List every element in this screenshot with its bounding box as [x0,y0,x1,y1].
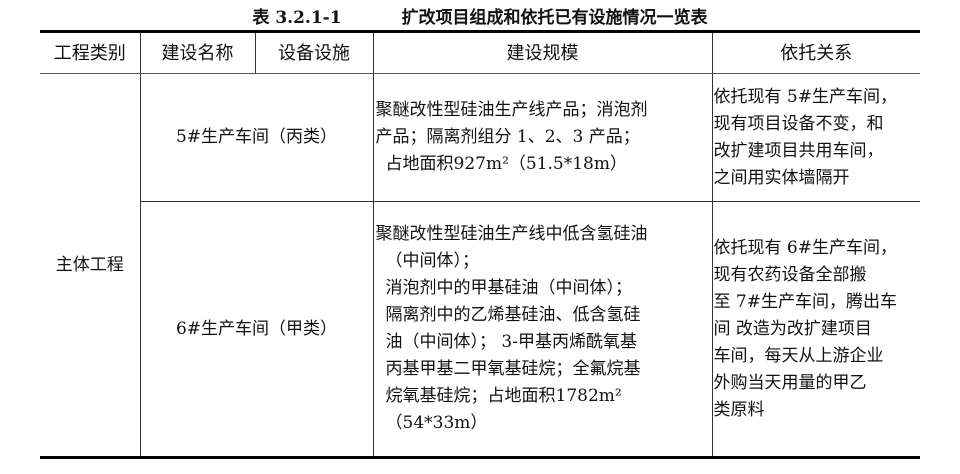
relation-line: 之间用实体墙隔开 [713,167,850,188]
scale-line: （中间体）； [385,251,480,271]
scale-line: 聚醚改性型硅油生产线产品；消泡剂 [375,100,648,120]
relation-line: 依托现有 5#生产车间， [713,86,897,107]
relation-line: 现有项目设备不变，和 [713,113,884,134]
scale-line: 占地面积927m²（51.5*18m） [385,154,628,174]
scale-line: 消泡剂中的甲基硅油（中间体）； [385,278,633,298]
relation-line: 间 改造为改扩建项目 [713,318,872,339]
name-cell: 5#生产车间（丙类） [139,73,374,202]
scale-line: 隔离剂中的乙烯基硅油、低含氢硅 [385,305,641,325]
relation-line: 现有农药设备全部搬 [713,264,867,285]
table-row: 主体工程 5#生产车间（丙类） 聚醚改性型硅油生产线产品；消泡剂 产品；隔离剂组… [40,73,920,458]
table-title: 扩改项目组成和依托已有设施情况一览表 [401,8,708,28]
scale-line: 丙基甲基二甲氧基硅烷；全氟烷基 [385,359,641,379]
category-cell: 主体工程 [40,73,141,458]
project-composition-table: 工程类别 建设名称 设备设施 建设规模 依托关系 主体工程 5#生产车间（丙类）… [40,30,920,459]
scale-line: 产品；隔离剂组分 1、2、3 产品； [375,127,640,147]
header-row: 工程类别 建设名称 设备设施 建设规模 依托关系 [40,31,920,74]
relation-cell: 依托现有 5#生产车间， 现有项目设备不变，和 改扩建项目共用车间， 之间用实体… [711,73,920,202]
scale-line: 油（中间体）； 3-甲基丙烯酰氧基 [385,332,637,352]
relation-line: 至 7#生产车间，腾出车 [713,291,897,312]
scale-line: 聚醚改性型硅油生产线中低含氢硅油 [375,224,648,244]
relation-cell: 依托现有 6#生产车间， 现有农药设备全部搬 至 7#生产车间，腾出车 间 改造… [711,201,920,458]
relation-line: 外购当天用量的甲乙 [713,372,867,393]
table-row: 6#生产车间（甲类） 聚醚改性型硅油生产线中低含氢硅油 （中间体）； 消泡剂中的… [40,201,920,458]
scale-line: （54*33m） [385,413,488,433]
relation-line: 改扩建项目共用车间， [713,140,884,161]
scale-cell: 聚醚改性型硅油生产线产品；消泡剂 产品；隔离剂组分 1、2、3 产品； 占地面积… [372,73,713,202]
table-number: 表 3.2.1-1 [252,8,342,28]
header-relation: 依托关系 [711,31,920,74]
header-equipment: 设备设施 [254,31,374,74]
header-scale: 建设规模 [372,31,713,74]
relation-line: 依托现有 6#生产车间， [713,237,897,258]
header-category: 工程类别 [40,31,141,74]
table-caption: 表 3.2.1-1 扩改项目组成和依托已有设施情况一览表 [0,3,960,28]
name-cell: 6#生产车间（甲类） [140,201,374,458]
scale-line: 烷氧基硅烷；占地面积1782m² [385,386,622,406]
relation-line: 类原料 [713,399,765,420]
header-name: 建设名称 [139,31,256,74]
relation-line: 车间，每天从上游企业 [713,345,884,366]
scale-cell: 聚醚改性型硅油生产线中低含氢硅油 （中间体）； 消泡剂中的甲基硅油（中间体）； … [372,201,713,458]
